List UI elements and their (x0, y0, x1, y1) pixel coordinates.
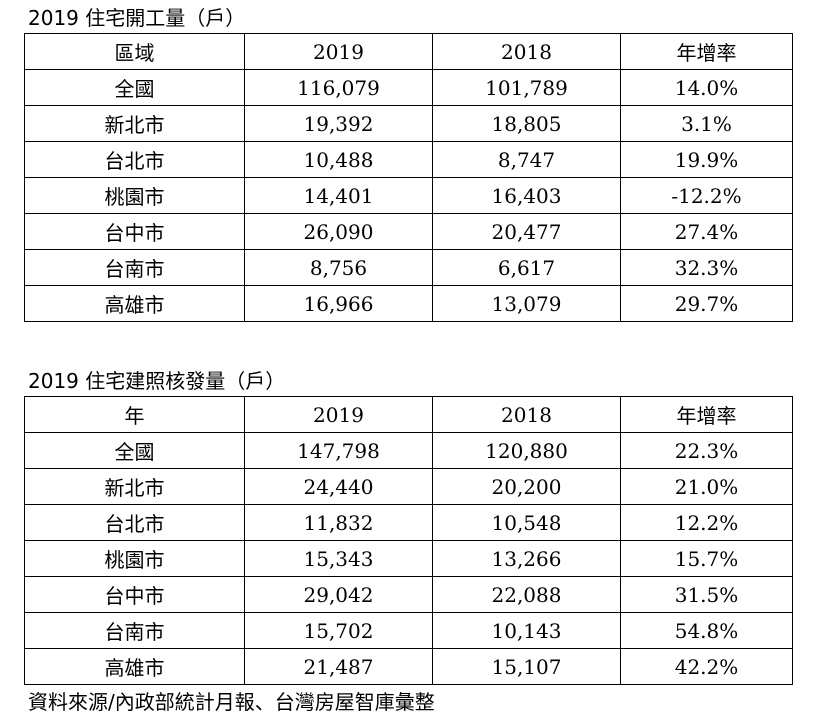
growth-rate-cell: 22.3% (620, 432, 793, 469)
growth-rate-cell: 27.4% (620, 213, 793, 250)
region-cell: 全國 (24, 432, 245, 469)
header-cell: 年增率 (620, 33, 793, 70)
growth-rate-cell: 42.2% (620, 648, 793, 685)
table-title-housing-starts: 2019 住宅開工量（戶） (28, 6, 246, 30)
table-title-building-permits: 2019 住宅建照核發量（戶） (28, 369, 286, 393)
region-cell: 全國 (24, 69, 245, 106)
region-cell: 台中市 (24, 213, 245, 250)
value-2019-cell: 29,042 (244, 576, 433, 613)
source-note: 資料來源/內政部統計月報、台灣房屋智庫彙整 (28, 690, 435, 714)
value-2018-cell: 20,477 (432, 213, 621, 250)
growth-rate-cell: 14.0% (620, 69, 793, 106)
building-permits-table: 年 2019 2018 年增率 全國 147,798 120,880 22.3%… (24, 396, 793, 685)
value-2019-cell: 8,756 (244, 249, 433, 286)
region-cell: 高雄市 (24, 648, 245, 685)
table-row: 桃園市 14,401 16,403 -12.2% (24, 177, 793, 214)
housing-starts-table: 區域 2019 2018 年增率 全國 116,079 101,789 14.0… (24, 33, 793, 322)
value-2018-cell: 18,805 (432, 105, 621, 142)
growth-rate-cell: 31.5% (620, 576, 793, 613)
region-cell: 台中市 (24, 576, 245, 613)
growth-rate-cell: 19.9% (620, 141, 793, 178)
table-row: 台中市 26,090 20,477 27.4% (24, 213, 793, 250)
table-row: 台南市 8,756 6,617 32.3% (24, 249, 793, 286)
header-cell: 2018 (432, 33, 621, 70)
region-cell: 桃園市 (24, 177, 245, 214)
table-header-row: 區域 2019 2018 年增率 (24, 33, 793, 70)
growth-rate-cell: 32.3% (620, 249, 793, 286)
growth-rate-cell: 54.8% (620, 612, 793, 649)
table-row: 高雄市 16,966 13,079 29.7% (24, 285, 793, 322)
table-row: 台中市 29,042 22,088 31.5% (24, 576, 793, 613)
region-cell: 新北市 (24, 105, 245, 142)
header-cell: 2019 (244, 396, 433, 433)
value-2019-cell: 116,079 (244, 69, 433, 106)
value-2018-cell: 20,200 (432, 468, 621, 505)
value-2019-cell: 15,702 (244, 612, 433, 649)
value-2018-cell: 13,079 (432, 285, 621, 322)
value-2018-cell: 10,548 (432, 504, 621, 541)
header-cell: 2018 (432, 396, 621, 433)
region-cell: 台北市 (24, 504, 245, 541)
value-2019-cell: 26,090 (244, 213, 433, 250)
table-header-row: 年 2019 2018 年增率 (24, 396, 793, 433)
value-2019-cell: 24,440 (244, 468, 433, 505)
value-2019-cell: 147,798 (244, 432, 433, 469)
header-cell: 區域 (24, 33, 245, 70)
header-cell: 2019 (244, 33, 433, 70)
value-2018-cell: 101,789 (432, 69, 621, 106)
growth-rate-cell: 21.0% (620, 468, 793, 505)
value-2018-cell: 13,266 (432, 540, 621, 577)
region-cell: 台南市 (24, 612, 245, 649)
value-2018-cell: 10,143 (432, 612, 621, 649)
value-2019-cell: 11,832 (244, 504, 433, 541)
table-row: 新北市 19,392 18,805 3.1% (24, 105, 793, 142)
table-row: 台南市 15,702 10,143 54.8% (24, 612, 793, 649)
value-2018-cell: 120,880 (432, 432, 621, 469)
value-2018-cell: 16,403 (432, 177, 621, 214)
growth-rate-cell: 15.7% (620, 540, 793, 577)
table-row: 全國 147,798 120,880 22.3% (24, 432, 793, 469)
growth-rate-cell: 12.2% (620, 504, 793, 541)
value-2018-cell: 15,107 (432, 648, 621, 685)
table-row: 桃園市 15,343 13,266 15.7% (24, 540, 793, 577)
value-2018-cell: 22,088 (432, 576, 621, 613)
table-row: 高雄市 21,487 15,107 42.2% (24, 648, 793, 685)
growth-rate-cell: 3.1% (620, 105, 793, 142)
growth-rate-cell: -12.2% (620, 177, 793, 214)
value-2019-cell: 10,488 (244, 141, 433, 178)
value-2018-cell: 8,747 (432, 141, 621, 178)
region-cell: 新北市 (24, 468, 245, 505)
region-cell: 台南市 (24, 249, 245, 286)
table-row: 新北市 24,440 20,200 21.0% (24, 468, 793, 505)
value-2019-cell: 19,392 (244, 105, 433, 142)
value-2019-cell: 14,401 (244, 177, 433, 214)
value-2018-cell: 6,617 (432, 249, 621, 286)
region-cell: 桃園市 (24, 540, 245, 577)
table-row: 台北市 11,832 10,548 12.2% (24, 504, 793, 541)
header-cell: 年增率 (620, 396, 793, 433)
header-cell: 年 (24, 396, 245, 433)
value-2019-cell: 21,487 (244, 648, 433, 685)
region-cell: 高雄市 (24, 285, 245, 322)
table-row: 台北市 10,488 8,747 19.9% (24, 141, 793, 178)
value-2019-cell: 15,343 (244, 540, 433, 577)
region-cell: 台北市 (24, 141, 245, 178)
value-2019-cell: 16,966 (244, 285, 433, 322)
growth-rate-cell: 29.7% (620, 285, 793, 322)
table-row: 全國 116,079 101,789 14.0% (24, 69, 793, 106)
